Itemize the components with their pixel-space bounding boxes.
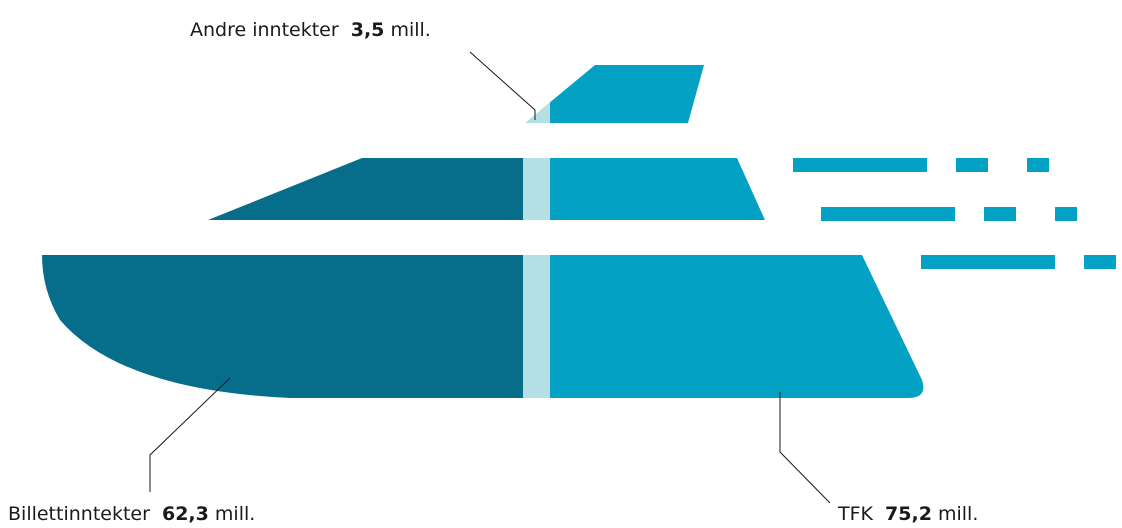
speed-lines	[793, 158, 1116, 269]
unit: mill.	[390, 19, 430, 41]
label: TFK 75,2 mill.	[837, 503, 978, 525]
unit: mill.	[938, 503, 978, 525]
value-label: 62,3	[162, 503, 209, 525]
value-label: 75,2	[885, 503, 932, 525]
label: Billettinntekter 62,3 mill.	[8, 503, 255, 525]
leader-line	[469, 51, 536, 120]
category-label: Billettinntekter	[8, 503, 150, 525]
segment	[550, 65, 924, 398]
segment	[42, 65, 523, 398]
category-label: Andre inntekter	[190, 19, 339, 41]
unit: mill.	[215, 503, 255, 525]
leader-line	[779, 392, 831, 504]
value-label: 3,5	[351, 19, 385, 41]
segment	[523, 65, 551, 398]
category-label: TFK	[837, 503, 874, 525]
label: Andre inntekter 3,5 mill.	[190, 19, 431, 41]
leader-line	[149, 377, 231, 492]
boat	[42, 65, 924, 398]
